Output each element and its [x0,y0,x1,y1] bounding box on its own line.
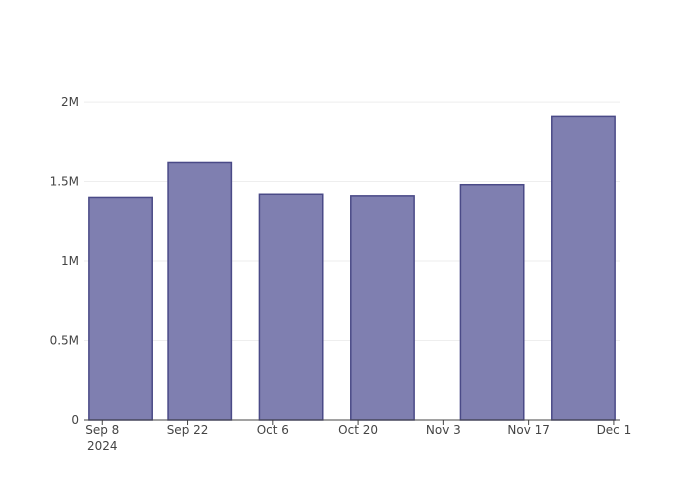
x-tick-year: 2024 [87,439,118,453]
y-tick-label: 0 [71,413,79,427]
x-tick-label: Sep 22 [167,423,209,437]
bar [350,195,415,421]
y-tick-label: 1M [61,254,79,268]
x-tick-label: Nov 3 [426,423,461,437]
x-tick-label: Oct 20 [338,423,378,437]
x-tick-label: Dec 1 [597,423,632,437]
bar [258,193,324,421]
x-tick-label: Sep 8 [85,423,119,437]
x-tick-label: Nov 17 [507,423,550,437]
bar [88,196,153,421]
y-tick-label: 2M [61,95,79,109]
bar [459,183,525,421]
y-tick-label: 0.5M [50,334,79,348]
bar [167,161,233,421]
bar [551,115,616,421]
x-tick-label: Oct 6 [257,423,289,437]
y-tick-label: 1.5M [50,175,79,189]
